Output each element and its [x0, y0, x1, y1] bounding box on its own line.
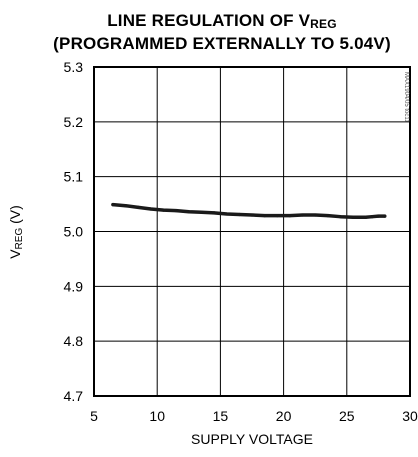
series-point [225, 212, 229, 216]
x-tick-label: 25 [339, 408, 355, 424]
figure-watermark: MAX1904/05 toc11 [403, 72, 409, 123]
series-point [364, 215, 368, 219]
chart-title-line2: (PROGRAMMED EXTERNALLY TO 5.04V) [53, 34, 391, 53]
chart-title-sub: REG [310, 17, 337, 31]
x-tick-label: 30 [402, 408, 418, 424]
x-tick-label: 5 [90, 408, 98, 424]
series-point [149, 207, 153, 211]
series-point [313, 213, 317, 217]
chart-title-line1: LINE REGULATION OF VREG [107, 11, 337, 31]
y-tick-label: 5.0 [64, 224, 84, 240]
y-tick-label: 5.3 [64, 59, 84, 75]
series-point [338, 215, 343, 219]
series-line [111, 202, 387, 219]
series-point [250, 213, 254, 217]
series-point [161, 208, 166, 212]
series-point [136, 205, 140, 209]
y-axis-label-unit: (V) [7, 205, 23, 228]
series-point [376, 214, 380, 218]
x-tick-label: 15 [213, 408, 229, 424]
y-axis-label-sub: REG [14, 228, 25, 250]
series-point [263, 214, 267, 218]
series-layer [111, 202, 387, 219]
y-tick-label: 4.9 [64, 278, 84, 294]
x-tick-label: 10 [149, 408, 165, 424]
chart-title-main: LINE REGULATION OF V [107, 11, 310, 30]
series-point [383, 214, 387, 218]
x-tick-label: 20 [276, 408, 292, 424]
series-point [275, 214, 279, 218]
x-tick-labels: 5 10 15 20 25 30 [90, 408, 418, 424]
series-point [300, 213, 305, 217]
y-tick-label: 5.2 [64, 114, 84, 130]
y-axis-label: VREG (V) [7, 205, 25, 259]
y-axis-label-main: V [7, 249, 23, 259]
series-point [124, 204, 128, 208]
x-axis-label: SUPPLY VOLTAGE [191, 431, 313, 447]
series-point [237, 212, 241, 217]
series-point [187, 210, 191, 214]
series-point [212, 211, 216, 215]
y-tick-labels: 4.7 4.8 4.9 5.0 5.1 5.2 5.3 [64, 59, 84, 404]
y-tick-label: 4.8 [64, 333, 84, 349]
series-point [199, 210, 204, 214]
grid-layer [94, 67, 410, 396]
y-tick-label: 4.7 [64, 388, 84, 404]
series-point [174, 209, 178, 213]
series-point [351, 215, 355, 219]
series-point [288, 214, 292, 218]
plot-area-frame [93, 66, 411, 397]
series-point [326, 214, 330, 218]
y-tick-label: 5.1 [64, 169, 84, 185]
series-point [111, 203, 115, 207]
series-point [370, 215, 374, 219]
